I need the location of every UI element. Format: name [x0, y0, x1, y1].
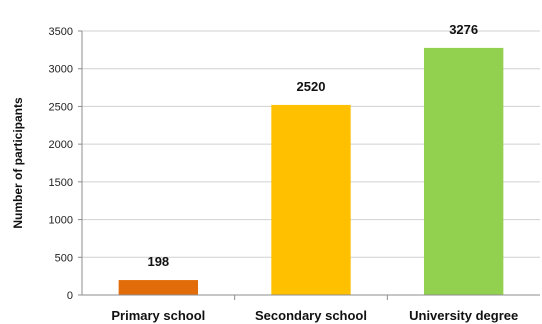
y-tick-label: 0 — [67, 290, 73, 302]
x-axis-categories: Primary school Secondary school University… — [111, 295, 518, 323]
y-tick-label: 500 — [55, 252, 73, 264]
bar-value-label: 3276 — [449, 22, 478, 37]
y-tick-label: 3500 — [49, 26, 73, 38]
x-category-label: Primary school — [111, 308, 205, 323]
y-axis-ticks: 0 500 1000 1500 2000 2500 3000 3500 — [49, 26, 82, 302]
bars — [118, 47, 504, 296]
x-category-label: Secondary school — [255, 308, 367, 323]
x-category-label: University degree — [409, 308, 518, 323]
bar-value-label: 198 — [147, 254, 169, 269]
bar — [423, 47, 504, 296]
y-tick-label: 3000 — [49, 64, 73, 76]
bar — [271, 104, 351, 295]
y-tick-label: 2000 — [49, 139, 73, 151]
y-tick-label: 1000 — [49, 215, 73, 227]
y-tick-label: 1500 — [49, 177, 73, 189]
data-labels: 198 2520 3276 — [147, 22, 478, 269]
bar — [118, 280, 199, 295]
bar-value-label: 2520 — [297, 79, 326, 94]
y-axis-title: Number of participants — [11, 97, 25, 229]
y-tick-label: 2500 — [49, 101, 73, 113]
